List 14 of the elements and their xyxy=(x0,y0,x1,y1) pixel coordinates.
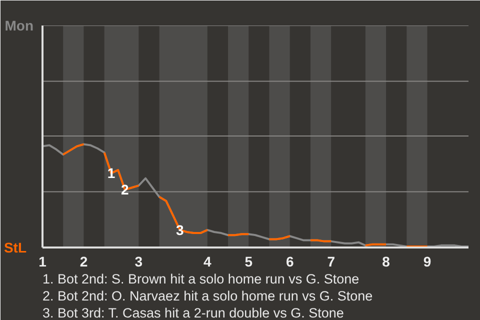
x-tick-label: 9 xyxy=(423,254,432,270)
x-tick-label: 5 xyxy=(244,254,253,270)
text: Mon xyxy=(4,18,34,34)
x-tick-label: 1 xyxy=(38,254,47,270)
x-tick-label: 2 xyxy=(80,254,88,270)
text: 2. Bot 2nd: O. Narvaez hit a solo home run vs G. Stone xyxy=(42,288,373,304)
text: StL xyxy=(4,240,27,256)
x-tick-label: 6 xyxy=(286,254,294,270)
x-tick-label: 8 xyxy=(382,254,390,270)
text: 3. Bot 3rd: T. Casas hit a 2-run double vs G. Stone xyxy=(42,306,344,320)
x-tick-label: 4 xyxy=(204,254,212,270)
x-tick-label: 3 xyxy=(134,254,143,270)
text: 1. Bot 2nd: S. Brown hit a solo home run vs G. Stone xyxy=(42,272,360,286)
x-tick-label: 7 xyxy=(327,254,336,270)
